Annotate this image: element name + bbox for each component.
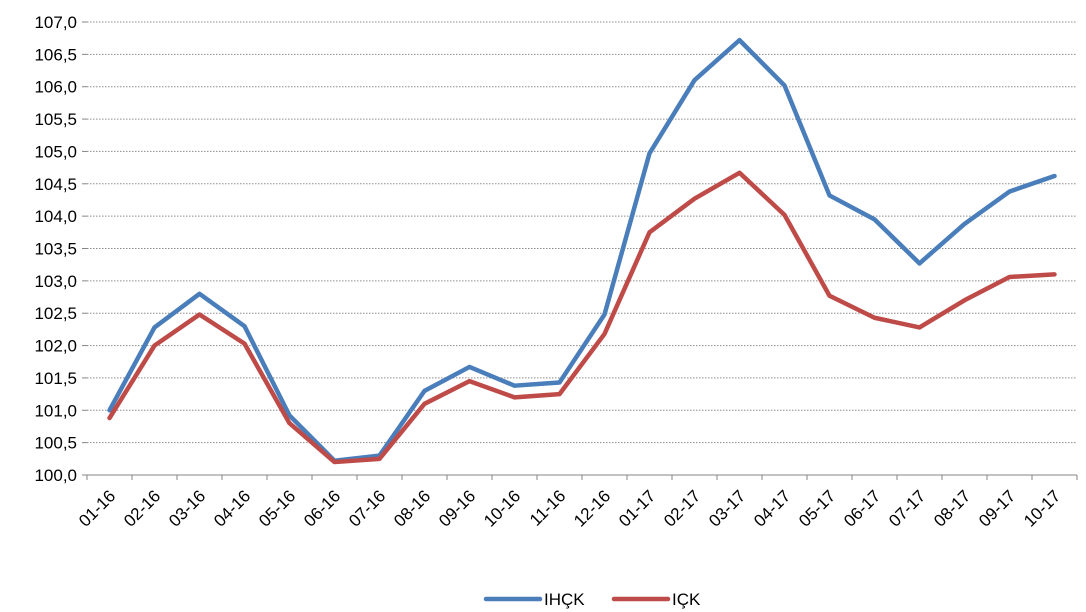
x-axis-tick-labels: 01-16 02-16 03-16 04-16 05-16 06-16 07-16 08-16… bbox=[75, 486, 1064, 530]
y-axis-tick-labels: 100,0 100,5 101,0 101,5 102,0 102,5 103,0 103,5… bbox=[34, 13, 77, 485]
y-tick-label: 102,0 bbox=[34, 337, 77, 356]
y-tick-label: 100,0 bbox=[34, 466, 77, 485]
series-line-2 bbox=[107, 170, 1057, 465]
y-tick-label: 106,0 bbox=[34, 78, 77, 97]
x-tick-label: 12-16 bbox=[570, 486, 614, 530]
axes bbox=[82, 21, 1078, 480]
x-tick-label: 09-16 bbox=[435, 486, 479, 530]
gridlines bbox=[87, 21, 1077, 444]
x-tick-label: 03-17 bbox=[705, 486, 749, 530]
y-tick-label: 101,0 bbox=[34, 401, 77, 420]
x-tick-label: 02-16 bbox=[120, 486, 164, 530]
x-tick-label: 04-17 bbox=[750, 486, 794, 530]
y-tick-label: 101,5 bbox=[34, 369, 77, 388]
y-tick-label: 103,0 bbox=[34, 272, 77, 291]
x-tick-label: 05-16 bbox=[255, 486, 299, 530]
series-line-1 bbox=[107, 37, 1057, 464]
series-lines bbox=[107, 37, 1057, 465]
x-tick-label: 07-16 bbox=[345, 486, 389, 530]
y-tick-label: 107,0 bbox=[34, 13, 77, 32]
x-tick-label: 08-17 bbox=[930, 486, 974, 530]
x-tick-label: 09-17 bbox=[975, 486, 1019, 530]
x-tick-label: 01-17 bbox=[615, 486, 659, 530]
x-tick-label: 03-16 bbox=[165, 486, 209, 530]
x-tick-label: 04-16 bbox=[210, 486, 254, 530]
x-tick-label: 11-16 bbox=[526, 486, 569, 529]
y-tick-label: 103,5 bbox=[34, 240, 77, 259]
legend: IHÇK IÇK bbox=[483, 590, 701, 609]
legend-label: IÇK bbox=[672, 590, 701, 609]
y-tick-label: 105,5 bbox=[34, 110, 77, 129]
y-tick-label: 104,0 bbox=[34, 207, 77, 226]
x-tick-label: 02-17 bbox=[660, 486, 704, 530]
legend-label: IHÇK bbox=[544, 590, 585, 609]
y-tick-label: 105,0 bbox=[34, 142, 77, 161]
x-tick-label: 06-16 bbox=[300, 486, 344, 530]
x-tick-label: 01-16 bbox=[75, 486, 119, 530]
x-tick-label: 10-17 bbox=[1020, 486, 1064, 530]
y-tick-label: 100,5 bbox=[34, 434, 77, 453]
x-tick-label: 05-17 bbox=[795, 486, 839, 530]
y-tick-label: 104,5 bbox=[34, 175, 77, 194]
x-tick-label: 07-17 bbox=[885, 486, 929, 530]
x-tick-label: 10-16 bbox=[480, 486, 524, 530]
y-tick-label: 102,5 bbox=[34, 304, 77, 323]
x-tick-label: 06-17 bbox=[840, 486, 884, 530]
x-tick-label: 08-16 bbox=[390, 486, 434, 530]
y-tick-label: 106,5 bbox=[34, 45, 77, 64]
